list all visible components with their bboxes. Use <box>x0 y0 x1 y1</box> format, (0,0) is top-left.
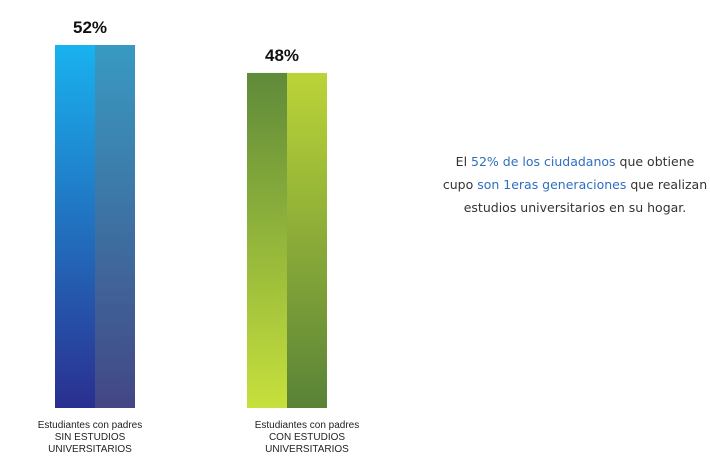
bar-side <box>95 45 135 408</box>
value-label: 52% <box>73 18 107 37</box>
value-label: 48% <box>265 46 299 65</box>
annotation-part: 52% de los ciudadanos <box>471 154 616 169</box>
annotation-part: El <box>455 154 472 169</box>
bar-shade <box>287 72 327 408</box>
annotation-part: que realizan estudios universitarios en … <box>463 177 708 215</box>
annotation: El 52% de los ciudadanos que obtiene cup… <box>440 150 710 219</box>
bar <box>55 45 95 408</box>
bar <box>247 72 287 408</box>
annotation-part: que obtiene cupo <box>442 154 695 192</box>
x-tick-label: Estudiantes con padres CON ESTUDIOS UNIV… <box>254 420 360 455</box>
annotation-part: son 1eras generaciones <box>477 177 627 192</box>
bar-shade <box>95 45 135 408</box>
bar-side <box>287 72 327 408</box>
x-tick-label: Estudiantes con padres SIN ESTUDIOS UNIV… <box>37 420 143 455</box>
